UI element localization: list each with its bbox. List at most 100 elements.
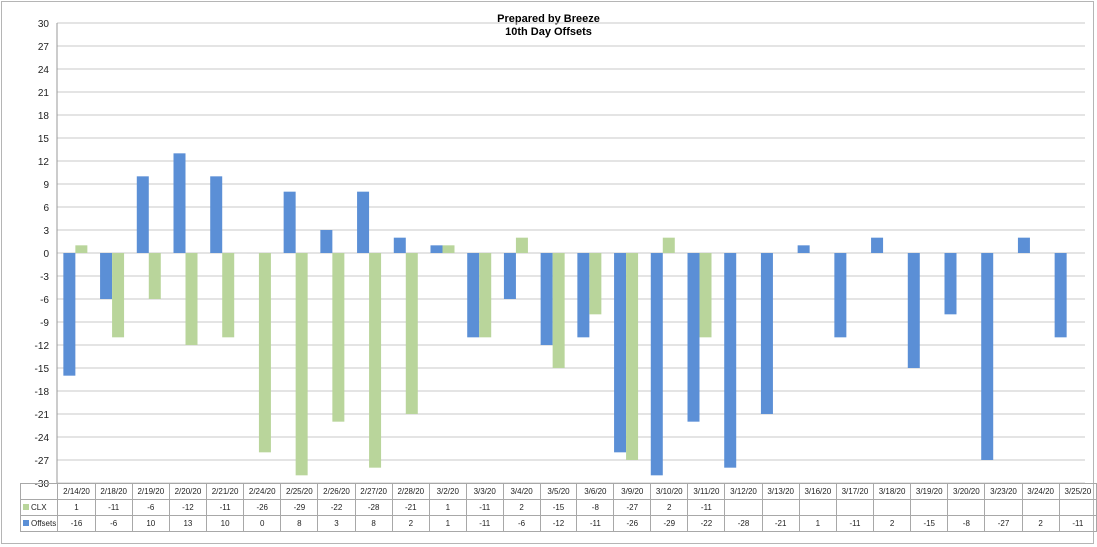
data-label: -26 <box>613 515 652 532</box>
data-label: -12 <box>168 499 208 516</box>
bar-offsets <box>981 253 994 460</box>
bar-offsets <box>357 191 370 253</box>
x-category-label: 3/11/20 <box>687 483 726 500</box>
y-tick-label: 6 <box>43 203 49 214</box>
data-label: -27 <box>984 515 1023 532</box>
x-category-label: 3/23/20 <box>984 483 1023 500</box>
x-category-label: 3/24/20 <box>1021 483 1060 500</box>
bar-offsets <box>687 253 700 422</box>
data-label: 10 <box>206 515 245 532</box>
x-category-label: 3/5/20 <box>539 483 578 500</box>
bar-clx <box>148 253 161 299</box>
bar-clx <box>552 253 565 368</box>
data-label: -11 <box>94 499 133 516</box>
bar-offsets <box>650 253 663 476</box>
bar-clx <box>699 253 712 338</box>
data-label: 2 <box>391 515 430 532</box>
bar-offsets <box>283 191 296 253</box>
x-category-label: 3/12/20 <box>724 483 763 500</box>
legend-swatch-icon <box>23 520 29 526</box>
data-label <box>835 499 875 516</box>
data-label: 1 <box>428 499 467 516</box>
x-category-label: 2/14/20 <box>57 483 96 500</box>
bar-clx <box>515 237 528 253</box>
data-label: -6 <box>502 515 541 532</box>
x-category-label: 2/28/20 <box>391 483 430 500</box>
bar-clx <box>75 245 88 253</box>
data-label <box>1021 499 1060 516</box>
data-label: -11 <box>835 515 875 532</box>
bar-offsets <box>320 230 333 253</box>
bar-offsets <box>834 253 847 338</box>
bar-clx <box>479 253 492 338</box>
data-label: 2 <box>873 515 912 532</box>
y-tick-label: 21 <box>38 88 50 99</box>
data-label: 8 <box>354 515 393 532</box>
data-label <box>910 499 949 516</box>
bar-offsets <box>577 253 590 338</box>
bar-offsets <box>871 237 884 253</box>
data-label: -11 <box>465 515 504 532</box>
data-label <box>761 499 800 516</box>
data-label: -15 <box>910 515 949 532</box>
y-tick-label: 24 <box>38 65 50 76</box>
data-label: -22 <box>687 515 726 532</box>
x-category-label: 2/19/20 <box>131 483 170 500</box>
bar-clx <box>626 253 639 460</box>
x-category-label: 3/4/20 <box>502 483 541 500</box>
data-label: -11 <box>1058 515 1097 532</box>
bar-clx <box>405 253 418 414</box>
data-label: -21 <box>391 499 430 516</box>
x-category-label: 2/24/20 <box>243 483 282 500</box>
bar-offsets <box>540 253 553 345</box>
x-category-label: 2/27/20 <box>354 483 393 500</box>
bar-offsets <box>136 176 149 253</box>
data-label: -8 <box>947 515 986 532</box>
x-category-label: 2/21/20 <box>206 483 245 500</box>
data-label: -11 <box>687 499 726 516</box>
x-category-label: 3/9/20 <box>613 483 652 500</box>
bar-offsets <box>467 253 480 338</box>
data-label: -28 <box>724 515 763 532</box>
x-category-label: 3/20/20 <box>947 483 986 500</box>
y-tick-label: 12 <box>38 157 50 168</box>
x-category-label: 3/17/20 <box>835 483 875 500</box>
bar-offsets <box>614 253 627 453</box>
y-tick-label: -12 <box>35 341 50 352</box>
data-label: -21 <box>761 515 800 532</box>
bar-offsets <box>173 153 186 253</box>
data-table: 2/14/20 2/18/20 2/19/20 2/20/20 2/21/20 2/24/… <box>19 483 1097 532</box>
y-tick-label: -6 <box>40 295 49 306</box>
data-label: 3 <box>317 515 356 532</box>
bar-clx <box>258 253 271 453</box>
table-corner <box>19 483 59 500</box>
data-label: -26 <box>243 499 282 516</box>
data-label: 1 <box>798 515 837 532</box>
data-label <box>1058 499 1097 516</box>
y-tick-label: -15 <box>35 364 50 375</box>
bar-offsets <box>1017 237 1030 253</box>
data-label: -8 <box>576 499 615 516</box>
data-label <box>947 499 986 516</box>
data-label <box>873 499 912 516</box>
x-category-label: 3/10/20 <box>650 483 689 500</box>
bar-offsets <box>1054 253 1067 338</box>
x-category-label: 2/25/20 <box>280 483 319 500</box>
x-category-label: 3/18/20 <box>873 483 912 500</box>
y-tick-label: 3 <box>43 226 49 237</box>
x-category-label: 3/16/20 <box>798 483 837 500</box>
y-tick-label: -21 <box>35 410 50 421</box>
bar-clx <box>662 237 675 253</box>
data-label <box>984 499 1023 516</box>
x-category-label: 3/6/20 <box>576 483 615 500</box>
y-tick-label: 30 <box>38 19 50 30</box>
data-label <box>724 499 763 516</box>
bar-offsets <box>210 176 223 253</box>
data-label: -6 <box>94 515 133 532</box>
bar-offsets <box>430 245 443 253</box>
bar-clx <box>112 253 125 338</box>
bar-offsets <box>503 253 516 299</box>
y-tick-label: -3 <box>40 272 49 283</box>
bar-clx <box>442 245 455 253</box>
data-label: 1 <box>57 499 96 516</box>
